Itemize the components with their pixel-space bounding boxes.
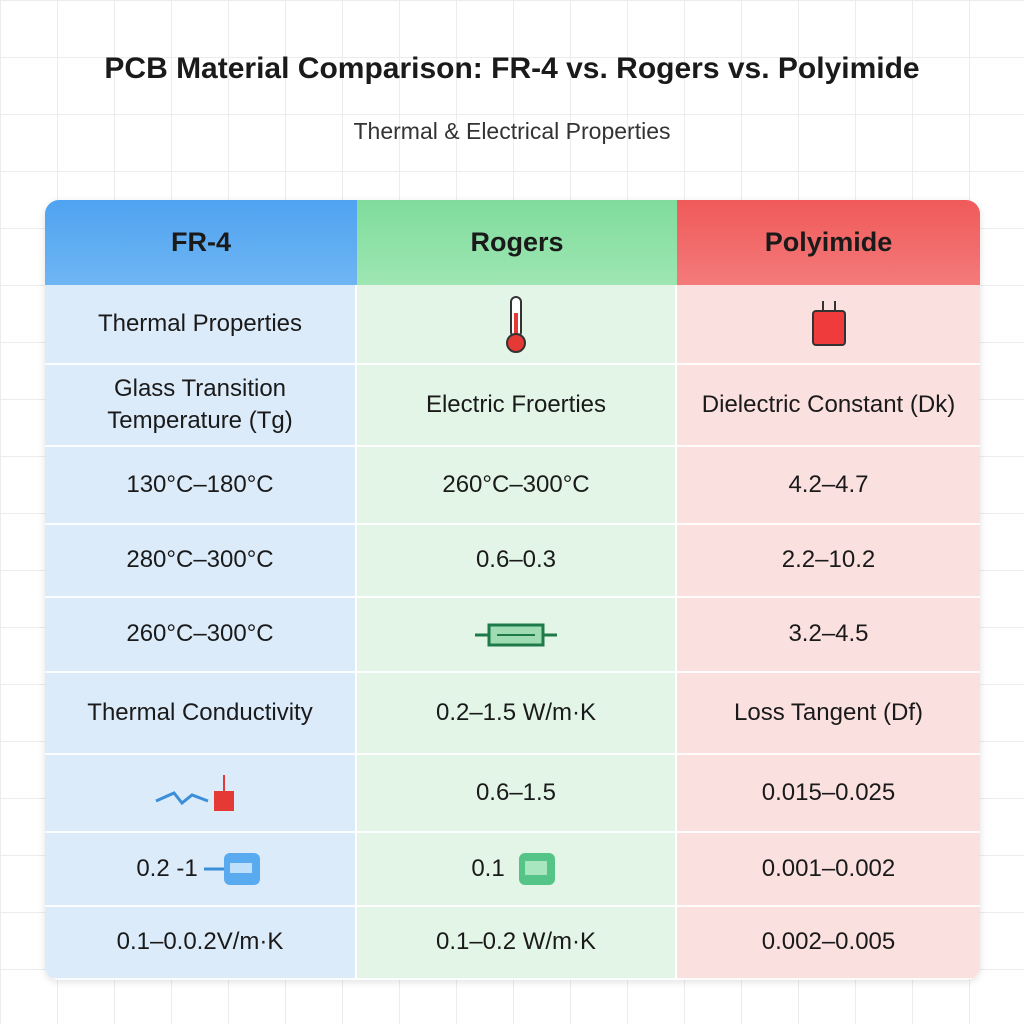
cell: Thermal Properties [45, 285, 357, 365]
cell-text: 0.1 [471, 854, 505, 882]
thermometer-icon [506, 296, 526, 353]
cell [677, 285, 980, 365]
column-header: FR-4 [45, 200, 357, 285]
resistor-icon [475, 623, 557, 646]
subtitle: Thermal & Electrical Properties [353, 118, 671, 144]
cell [45, 755, 357, 833]
cell-text: 0.2 -1 [136, 854, 198, 882]
cell: 4.2–4.7 [677, 447, 980, 525]
cell: Thermal Conductivity [45, 673, 357, 755]
cell: 130°C–180°C [45, 447, 357, 525]
heat-icon [155, 775, 234, 811]
cell: 260°C–300°C [357, 447, 677, 525]
cell: 2.2–10.2 [677, 525, 980, 598]
title: PCB Material Comparison: FR-4 vs. Rogers… [104, 52, 920, 85]
cell: Loss Tangent (Df) [677, 673, 980, 755]
chip-icon [203, 853, 260, 885]
capacitor-icon [811, 301, 846, 346]
cell [357, 598, 677, 673]
cell: 0.6–1.5 [357, 755, 677, 833]
cell: 260°C–300°C [45, 598, 357, 673]
cell: 0.2 -1 [45, 833, 357, 907]
column-header: Polyimide [677, 200, 980, 285]
cell: 0.1–0.0.2V/m·K [45, 907, 357, 980]
cell: 0.001–0.002 [677, 833, 980, 907]
cell: Electric Froerties [357, 365, 677, 447]
cell: 0.1 [357, 833, 677, 907]
cell: 0.015–0.025 [677, 755, 980, 833]
cell: 0.2–1.5 W/m·K [357, 673, 677, 755]
cell: 0.6–0.3 [357, 525, 677, 598]
cell: 3.2–4.5 [677, 598, 980, 673]
chip-icon [518, 853, 555, 885]
column-header: Rogers [357, 200, 677, 285]
cell: Glass Transition Temperature (Tg) [45, 365, 357, 447]
cell: 280°C–300°C [45, 525, 357, 598]
comparison-table: FR-4 Rogers Polyimide Thermal Properties… [45, 200, 980, 980]
cell [357, 285, 677, 365]
cell: Dielectric Constant (Dk) [677, 365, 980, 447]
cell: 0.002–0.005 [677, 907, 980, 980]
cell: 0.1–0.2 W/m·K [357, 907, 677, 980]
